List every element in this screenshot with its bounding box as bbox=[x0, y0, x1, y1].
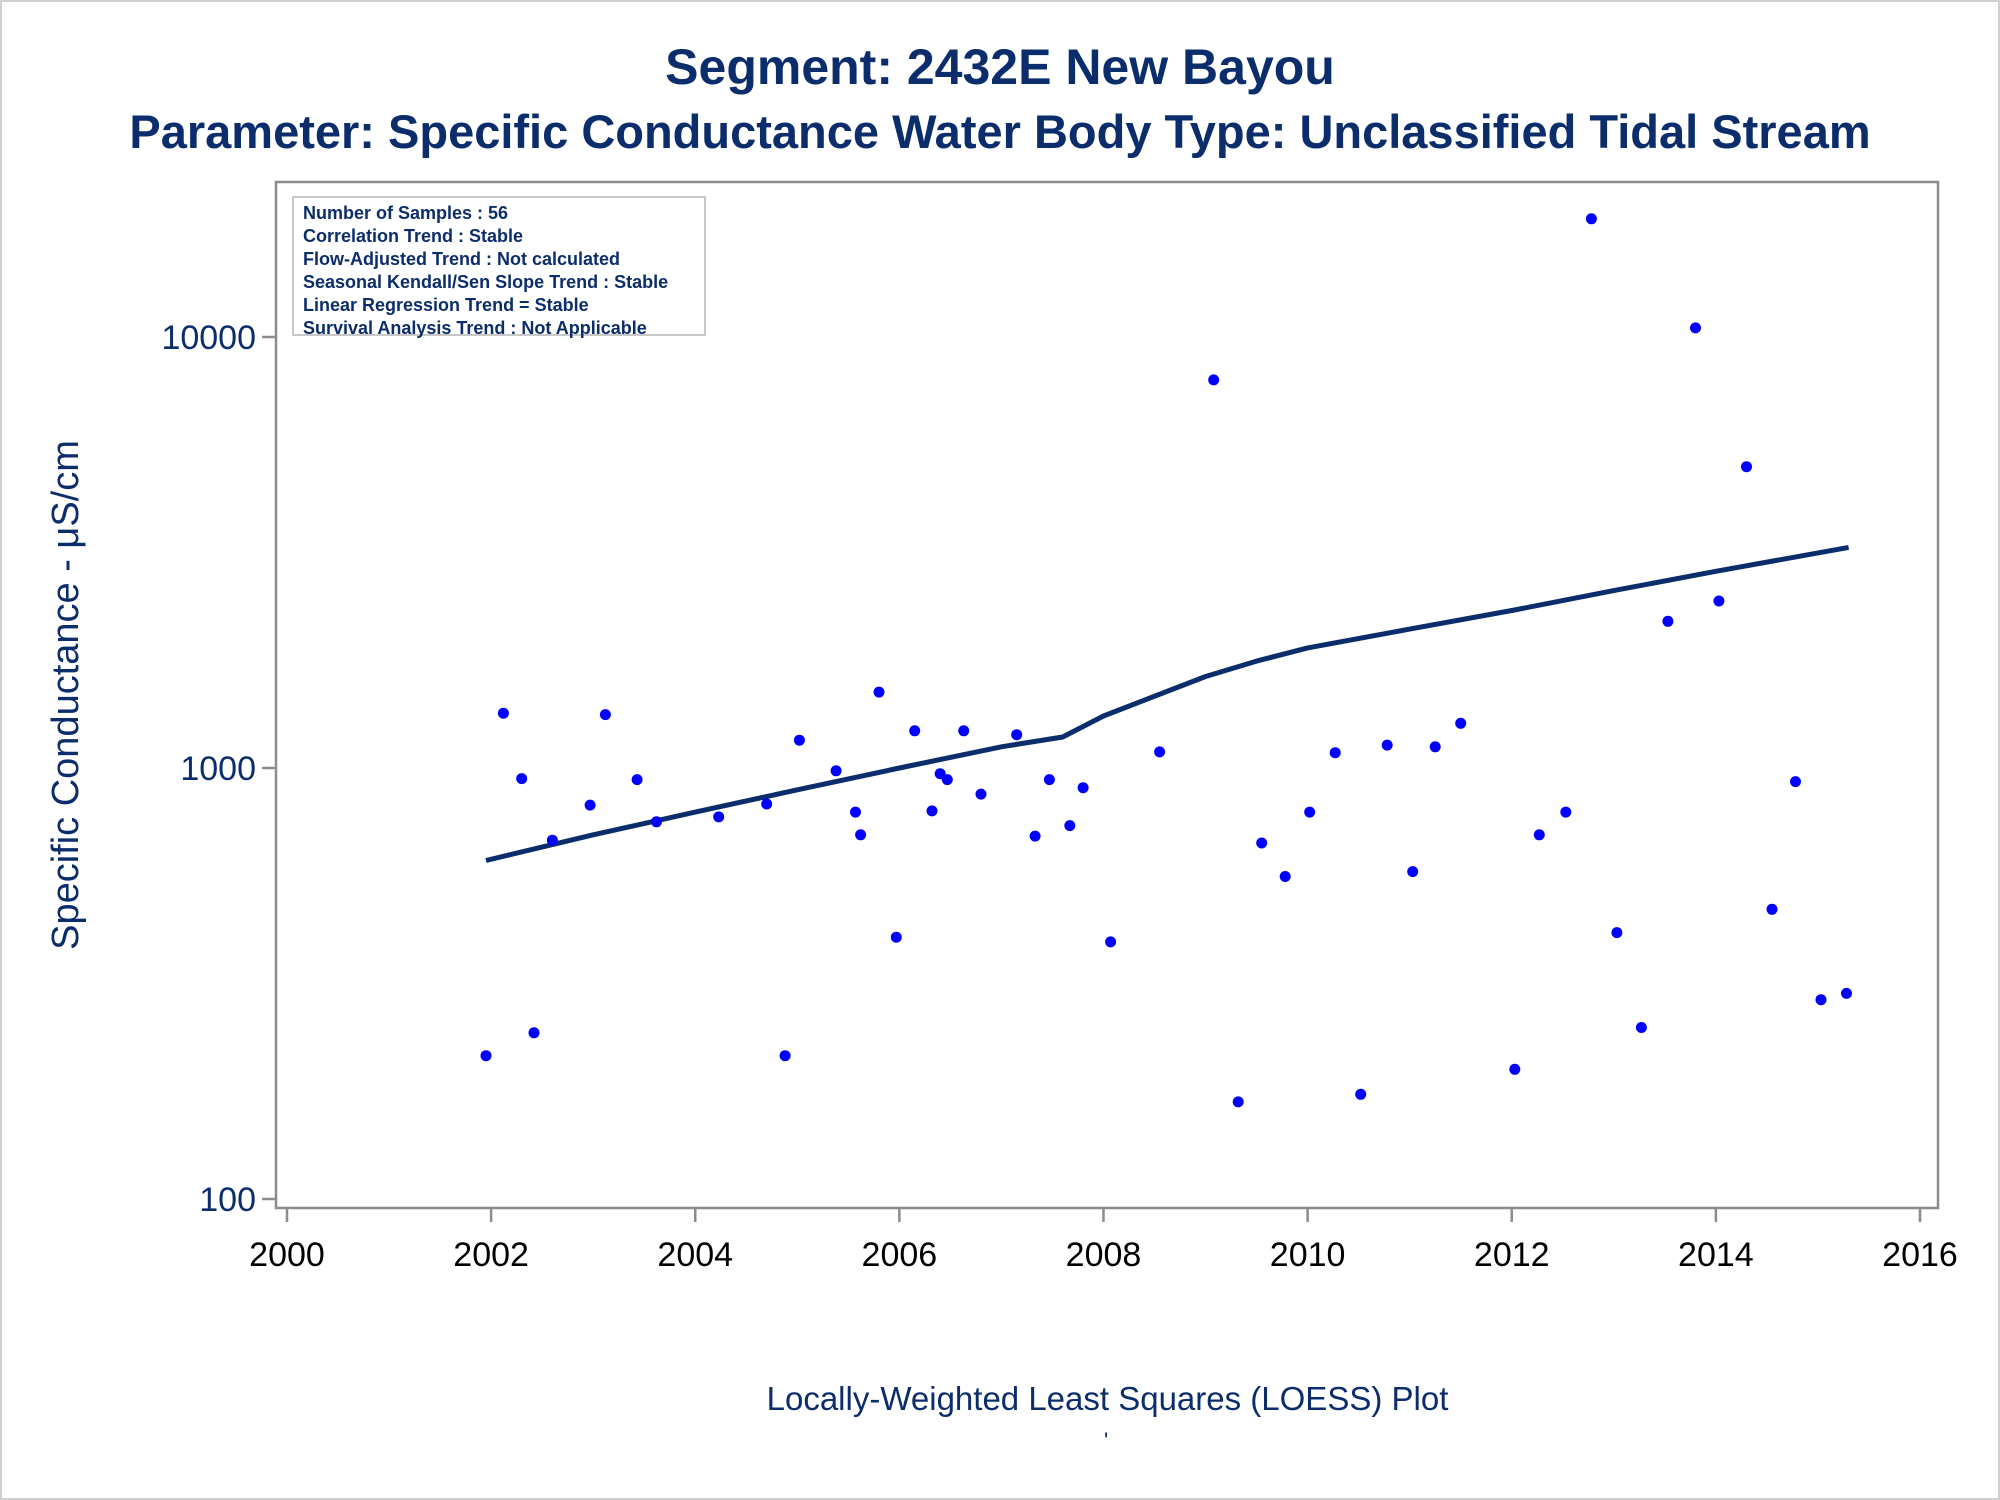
y-tick-label: 100 bbox=[199, 1181, 256, 1219]
loess-line bbox=[485, 544, 1850, 863]
data-point bbox=[855, 829, 867, 841]
data-point bbox=[1766, 903, 1778, 915]
footnote-mark: ' bbox=[1104, 1428, 1109, 1453]
data-point bbox=[584, 799, 596, 811]
x-tick-label: 2014 bbox=[1678, 1236, 1754, 1274]
data-point bbox=[873, 686, 885, 698]
data-point bbox=[779, 1050, 791, 1062]
chart-title: Segment: 2432E New Bayou bbox=[665, 39, 1335, 95]
data-point bbox=[1043, 774, 1055, 786]
data-point bbox=[1304, 806, 1316, 818]
x-tick-label: 2010 bbox=[1270, 1236, 1346, 1274]
data-point bbox=[1232, 1096, 1244, 1108]
data-point bbox=[1585, 213, 1597, 225]
data-point bbox=[1509, 1063, 1521, 1075]
x-tick-label: 2006 bbox=[862, 1236, 938, 1274]
chart-subtitle: Parameter: Specific Conductance Water Bo… bbox=[129, 105, 1871, 158]
data-point bbox=[975, 788, 987, 800]
data-point bbox=[1560, 806, 1572, 818]
data-point bbox=[546, 834, 558, 846]
stats-line-samples: Number of Samples : 56 bbox=[303, 203, 509, 223]
data-point bbox=[1029, 830, 1041, 842]
x-tick-label: 2008 bbox=[1066, 1236, 1142, 1274]
data-point bbox=[1662, 615, 1674, 627]
data-point bbox=[631, 774, 643, 786]
data-point bbox=[761, 798, 773, 810]
y-tick-label: 1000 bbox=[180, 750, 256, 788]
data-point bbox=[1154, 746, 1166, 758]
data-point bbox=[1690, 322, 1701, 334]
data-point bbox=[1815, 994, 1827, 1006]
x-tick-label: 2004 bbox=[657, 1236, 733, 1274]
data-point bbox=[1790, 776, 1801, 788]
data-point bbox=[1429, 741, 1441, 753]
x-tick-label: 2000 bbox=[249, 1236, 325, 1274]
data-point bbox=[1208, 374, 1220, 386]
data-point bbox=[1279, 871, 1291, 882]
data-point bbox=[890, 931, 902, 943]
data-point bbox=[528, 1027, 540, 1039]
data-point bbox=[1355, 1088, 1367, 1100]
data-point bbox=[651, 816, 662, 828]
stats-line-survival: Survival Analysis Trend : Not Applicable bbox=[303, 318, 647, 338]
data-point bbox=[1635, 1022, 1647, 1033]
stats-line-flow-adjusted: Flow-Adjusted Trend : Not calculated bbox=[303, 249, 621, 269]
data-point bbox=[1329, 747, 1341, 759]
x-tick-label: 2002 bbox=[453, 1236, 529, 1274]
data-point bbox=[1381, 739, 1393, 751]
data-point bbox=[850, 806, 861, 818]
data-point bbox=[1011, 729, 1023, 741]
x-caption: Locally-Weighted Least Squares (LOESS) P… bbox=[766, 1380, 1449, 1417]
data-point bbox=[1256, 837, 1268, 849]
data-point bbox=[599, 709, 611, 721]
stats-line-correlation: Correlation Trend : Stable bbox=[303, 226, 524, 246]
data-point bbox=[1741, 461, 1752, 473]
data-point bbox=[1407, 866, 1419, 878]
plot-area-frame bbox=[274, 180, 1940, 1210]
data-point bbox=[941, 774, 953, 786]
data-point bbox=[1455, 717, 1467, 729]
x-tick-label: 2016 bbox=[1882, 1236, 1958, 1274]
data-point bbox=[497, 707, 509, 719]
x-tick-label: 2012 bbox=[1474, 1236, 1550, 1274]
data-point bbox=[1841, 987, 1852, 999]
data-point bbox=[1713, 595, 1725, 607]
stats-line-seasonal-kendall: Seasonal Kendall/Sen Slope Trend : Stabl… bbox=[303, 272, 669, 292]
y-axis-label: Specific Conductance - μS/cm bbox=[45, 440, 87, 950]
data-point bbox=[1533, 829, 1545, 841]
stats-line-linear-regression: Linear Regression Trend = Stable bbox=[303, 295, 589, 315]
data-point bbox=[830, 765, 842, 777]
y-tick-label: 10000 bbox=[161, 319, 256, 357]
data-point bbox=[1105, 936, 1117, 948]
stats-box: Number of Samples : 56 Correlation Trend… bbox=[292, 196, 706, 338]
data-point bbox=[516, 773, 528, 785]
data-point bbox=[1611, 927, 1623, 939]
data-point bbox=[713, 811, 725, 823]
data-point bbox=[909, 725, 921, 737]
data-point bbox=[926, 805, 938, 817]
data-point bbox=[958, 725, 970, 737]
data-point bbox=[1077, 782, 1089, 794]
data-point bbox=[1064, 820, 1076, 832]
data-point bbox=[480, 1050, 492, 1062]
data-point bbox=[793, 734, 805, 746]
